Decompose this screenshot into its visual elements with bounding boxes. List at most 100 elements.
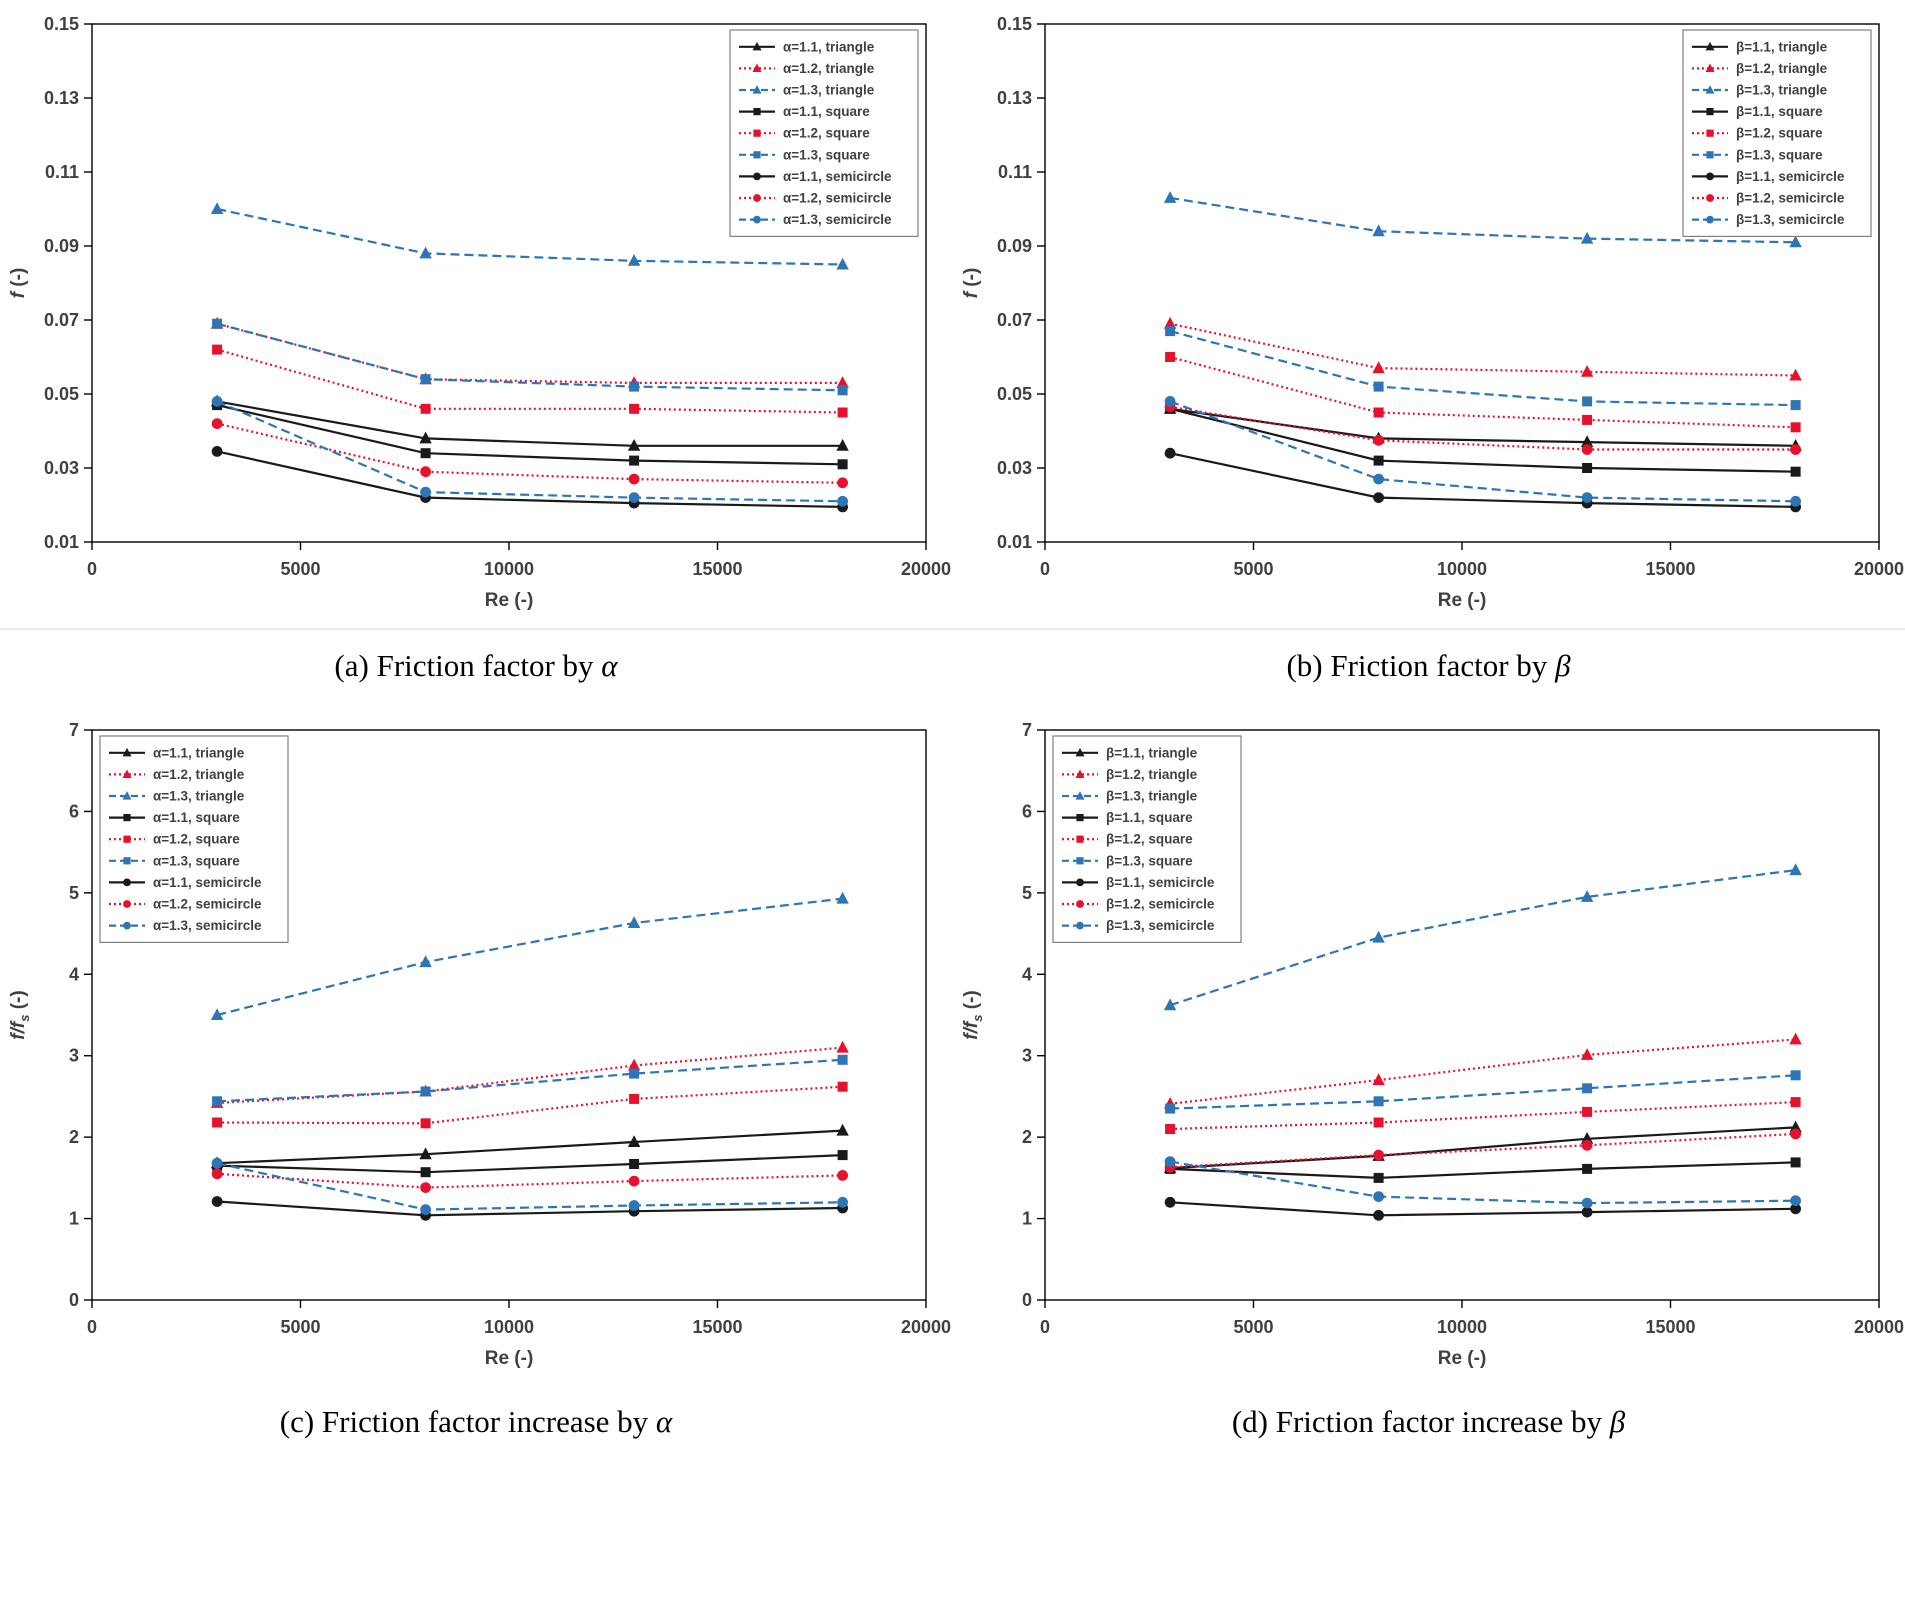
y-tick-label: 5 [69,882,79,902]
legend-entry-label: α=1.1, triangle [783,39,875,54]
marker-square [123,835,131,843]
marker-circle [1705,194,1714,202]
marker-square [1373,1095,1384,1106]
marker-square [837,1081,848,1092]
y-tick-label: 7 [69,720,79,740]
series-line [216,322,843,384]
marker-triangle [1163,998,1176,1010]
marker-circle [628,473,640,485]
marker-triangle [627,915,641,928]
x-tick-label: 15000 [1645,1317,1695,1337]
x-tick-label: 0 [1039,559,1049,579]
series-line [1169,1160,1796,1204]
marker-circle [1789,1194,1801,1206]
x-tick-label: 0 [87,1317,97,1337]
series-line [217,1129,843,1164]
marker-square [753,108,761,116]
x-tick-label: 0 [1039,1317,1049,1337]
chart-a-canvas: 0 5000 10000 15000 20000 0.01 0.03 0.05 0.07 0.09… [8,14,951,611]
series-9 [211,396,848,507]
marker-triangle [1580,435,1593,448]
x-tick-label: 15000 [692,1317,742,1337]
series-9 [1164,1155,1801,1209]
y-tick-label: 6 [69,801,79,821]
y-axis-label: f (-) [8,268,29,299]
marker-circle [1372,434,1384,446]
marker-triangle [1580,1047,1593,1060]
series-3 [1163,862,1802,1010]
marker-circle [1164,1155,1175,1167]
x-tick-label: 10000 [1436,559,1486,579]
series-line [217,1200,843,1217]
series-6 [1164,1069,1801,1114]
legend-entry-label: β=1.1, semicircle [1106,875,1215,890]
series-line [1169,322,1796,377]
legend-entry-label: α=1.3, semicircle [153,918,262,933]
series-3 [1163,191,1802,248]
series-9 [211,1157,848,1215]
x-axis: 0 5000 10000 15000 20000 [87,1299,951,1337]
x-tick-label: 10000 [484,1317,534,1337]
x-tick-label: 20000 [1853,1317,1903,1337]
legend-entry-label: α=1.3, triangle [153,788,245,803]
marker-triangle [1705,63,1714,72]
figure-grid: 0 5000 10000 15000 20000 0.01 0.03 0.05 0.07 0.09… [0,14,1905,1470]
marker-triangle [419,246,432,259]
y-tick-label: 0.15 [996,14,1031,34]
legend-box [1051,735,1242,943]
caption-c-symbol: α [655,1403,673,1439]
marker-square [837,1149,848,1160]
legend: α=1.1, triangle α=1.2, triangle α=1.3, tri… [729,29,919,237]
legend-entry-label: β=1.2, square [1736,126,1823,141]
x-axis: 0 5000 10000 15000 20000 [1039,1299,1904,1337]
marker-triangle [122,769,132,778]
series-3 [210,891,849,1020]
y-tick-label: 0.07 [44,310,79,330]
series-line [1169,452,1796,508]
legend-box [99,735,289,943]
caption-c: (c) Friction factor increase by α [0,1386,952,1470]
x-tick-label: 5000 [280,1317,320,1337]
legend-entry-label: β=1.3, semicircle [1736,212,1845,227]
series-5 [212,344,848,418]
series-8 [211,1168,848,1193]
marker-triangle [210,1007,224,1020]
marker-square [1164,1123,1175,1134]
y-tick-label: 0 [1021,1290,1031,1310]
marker-circle [1705,215,1714,224]
y-tick-label: 0.01 [44,532,79,552]
marker-square [1790,1157,1801,1168]
y-tick-label: 0.09 [44,236,79,256]
chart-d-canvas: 0 5000 10000 15000 20000 0 1 2 3 4 5 6 7 Re (-) f/fs (… [961,720,1904,1369]
x-tick-label: 15000 [1645,559,1695,579]
marker-square [629,381,640,392]
legend-entry-label: β=1.1, square [1106,810,1193,825]
marker-square [212,344,223,355]
marker-triangle [1371,930,1385,943]
y-tick-label: 0.13 [44,88,79,108]
series-line [216,450,843,508]
marker-square [420,1166,431,1177]
marker-square [1075,835,1084,843]
legend: β=1.1, triangle β=1.2, triangle β=1.3, tri… [1051,735,1242,943]
y-tick-label: 1 [1021,1208,1031,1228]
legend-entry-label: β=1.3, triangle [1736,83,1828,98]
marker-square [1790,400,1801,411]
marker-triangle [1075,747,1084,757]
marker-square [753,151,761,159]
marker-circle [1372,1190,1384,1202]
marker-square [420,374,431,385]
x-tick-label: 5000 [1233,1317,1273,1337]
marker-square [629,1068,640,1079]
marker-square [1373,1172,1384,1183]
marker-triangle [419,431,432,444]
marker-square [629,1093,640,1104]
series-line [1169,1100,1796,1130]
marker-circle [211,396,223,407]
y-tick-label: 1 [69,1208,79,1228]
marker-square [123,813,131,821]
y-tick-label: 0.09 [996,236,1031,256]
legend-entry-label: α=1.1, square [153,810,240,825]
series-line [1169,355,1796,429]
legend-entry-label: α=1.1, triangle [153,745,245,760]
